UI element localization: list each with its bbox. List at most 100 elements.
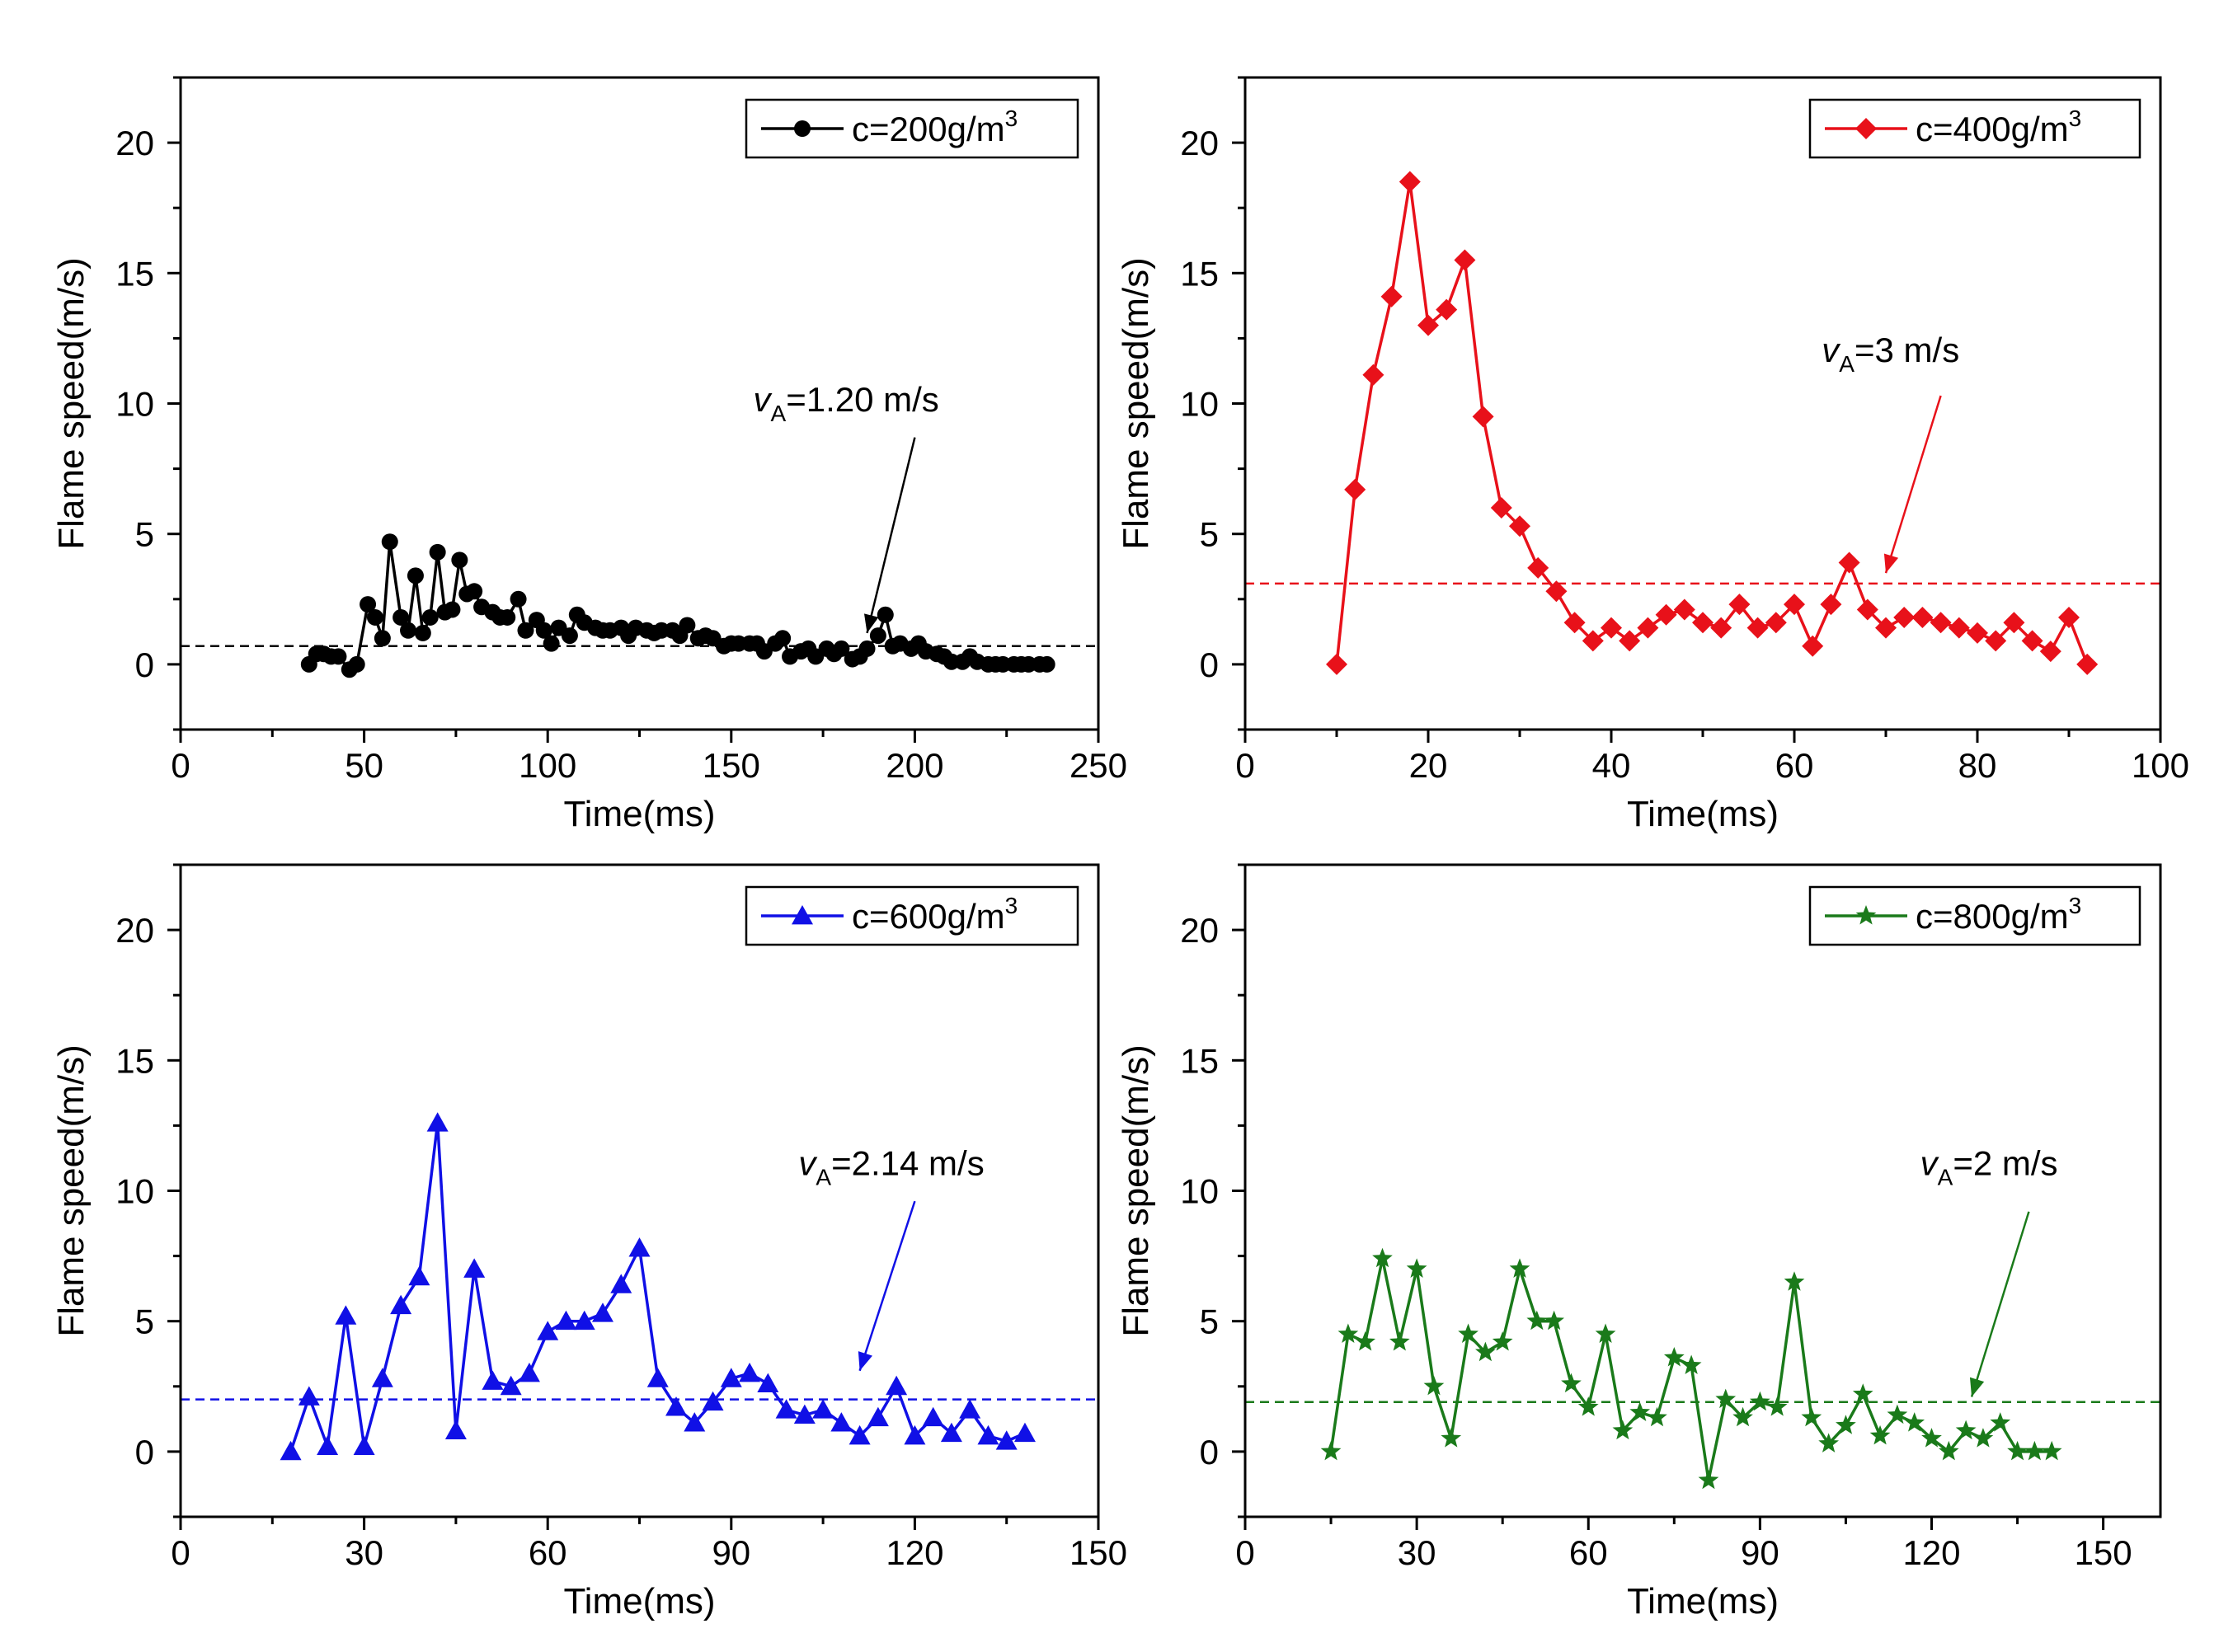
x-tick-label: 20 — [1409, 746, 1448, 785]
legend-label-main: c=800g/m — [1916, 897, 2069, 936]
annotation-value: =2 m/s — [1953, 1144, 2057, 1183]
data-point — [1527, 556, 1549, 579]
data-point — [793, 1404, 816, 1424]
annotation-arrow-head — [858, 1351, 872, 1371]
data-point — [1492, 1331, 1513, 1351]
data-point — [757, 1373, 779, 1393]
legend-marker — [1855, 905, 1877, 925]
data-point — [2007, 1440, 2028, 1461]
data-point — [348, 655, 365, 673]
x-tick-label: 0 — [171, 1533, 190, 1572]
y-tick-label: 5 — [135, 1302, 154, 1341]
annotation-variable: v — [1920, 1144, 1940, 1183]
data-point — [463, 1258, 486, 1278]
data-point — [1490, 497, 1512, 519]
x-tick-label: 250 — [1069, 746, 1127, 785]
data-point — [1750, 1391, 1770, 1411]
data-point — [940, 1422, 962, 1443]
y-tick-label: 5 — [1200, 1302, 1219, 1341]
x-tick-label: 90 — [712, 1533, 750, 1572]
data-point — [573, 1310, 595, 1331]
annotation-value: =3 m/s — [1855, 331, 1959, 369]
data-point — [1038, 655, 1055, 673]
annotation-label: vA=2.14 m/s — [798, 1144, 984, 1190]
data-point — [1673, 598, 1695, 621]
data-point — [1955, 1420, 1977, 1440]
data-point — [591, 1302, 613, 1322]
annotation-arrow-head — [863, 613, 879, 633]
data-point — [444, 601, 461, 618]
data-point — [1326, 653, 1347, 675]
y-tick-label: 15 — [115, 254, 154, 293]
annotation-value: =1.20 m/s — [786, 380, 939, 419]
data-point — [466, 583, 483, 600]
data-point — [1399, 171, 1421, 193]
data-point — [1869, 1424, 1891, 1445]
data-point — [2003, 612, 2025, 634]
legend-label-superscript: 3 — [2069, 893, 2082, 918]
x-axis-title: Time(ms) — [1627, 794, 1779, 834]
data-point — [451, 551, 468, 569]
data-point — [390, 1294, 412, 1315]
data-point — [1595, 1323, 1616, 1344]
annotation-arrow-line — [1884, 395, 1942, 574]
data-point — [720, 1368, 742, 1387]
data-point — [646, 1368, 669, 1387]
data-point — [2039, 641, 2061, 663]
data-point — [421, 608, 439, 626]
data-point — [414, 624, 431, 641]
data-point — [381, 533, 398, 551]
legend-label: c=800g/m3 — [1916, 893, 2081, 936]
data-point — [1637, 617, 1659, 639]
data-point — [1544, 1310, 1564, 1331]
legend-marker — [792, 905, 813, 925]
legend-label: c=600g/m3 — [852, 893, 1018, 936]
y-tick-label: 5 — [135, 515, 154, 554]
data-point — [1561, 1373, 1582, 1393]
legend-label-main: c=600g/m — [852, 897, 1005, 936]
x-tick-label: 30 — [345, 1533, 383, 1572]
data-point — [886, 1375, 908, 1396]
data-point — [2076, 653, 2099, 675]
data-point — [1784, 1271, 1805, 1291]
data-point — [877, 606, 894, 623]
data-point — [702, 1391, 724, 1411]
data-point — [959, 1399, 981, 1419]
data-point — [1423, 1375, 1445, 1396]
data-point — [1715, 1388, 1737, 1409]
data-point — [849, 1424, 871, 1445]
data-point — [1344, 478, 1366, 500]
data-point — [1732, 1406, 1753, 1427]
x-tick-label: 30 — [1398, 1533, 1436, 1572]
data-point — [995, 1430, 1018, 1450]
y-tick-label: 10 — [1180, 385, 1219, 424]
data-point — [1441, 1428, 1462, 1448]
data-point — [1629, 1401, 1651, 1421]
y-tick-label: 10 — [115, 1172, 154, 1211]
data-point — [1904, 1412, 1925, 1432]
data-point — [1887, 1404, 1908, 1424]
annotation-subscript: A — [771, 401, 787, 426]
legend-label: c=400g/m3 — [1916, 106, 2081, 148]
x-tick-label: 90 — [1741, 1533, 1779, 1572]
legend-label-superscript: 3 — [1005, 106, 1018, 131]
data-point — [1355, 1331, 1376, 1351]
data-point — [904, 1424, 926, 1445]
data-point — [1337, 1323, 1359, 1344]
data-point — [977, 1424, 999, 1445]
data-point — [610, 1274, 632, 1293]
data-point — [2024, 1440, 2045, 1461]
x-tick-label: 150 — [1069, 1533, 1127, 1572]
annotation-value: =2.14 m/s — [831, 1144, 985, 1183]
data-point — [1601, 617, 1622, 639]
x-tick-label: 0 — [171, 746, 190, 785]
data-point — [1746, 617, 1769, 639]
data-point — [353, 1435, 375, 1455]
data-point — [833, 640, 850, 657]
data-point — [628, 1237, 651, 1257]
annotation-arrow-head — [1883, 553, 1899, 574]
y-tick-label: 0 — [1200, 1433, 1219, 1471]
data-point — [499, 608, 516, 626]
y-tick-label: 20 — [115, 911, 154, 950]
annotation-label: vA=2 m/s — [1920, 1144, 2058, 1190]
